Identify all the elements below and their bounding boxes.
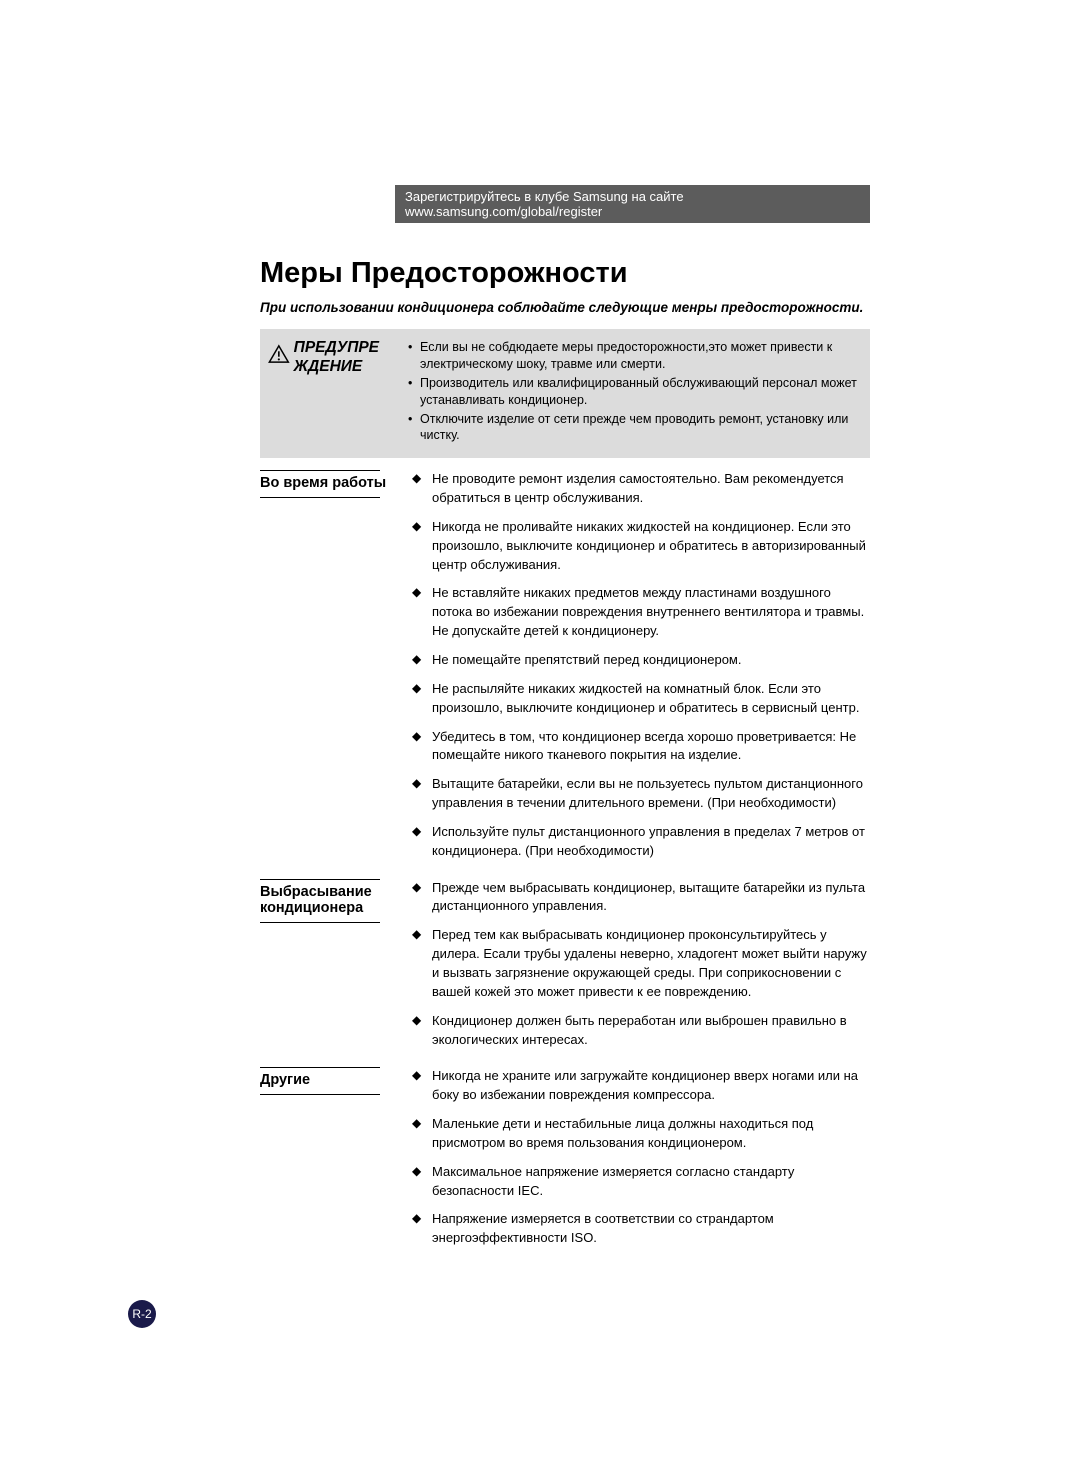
section-other: Другие Никогда не храните или загружайте…	[260, 1067, 870, 1258]
list-item: Убедитесь в том, что кондиционер всегда …	[410, 728, 870, 766]
list-item: Никогда не проливайте никаких жидкостей …	[410, 518, 870, 575]
list-item: Прежде чем выбрасывать кондиционер, выта…	[410, 879, 870, 917]
list-item: Напряжение измеряется в соответствии со …	[410, 1210, 870, 1248]
warning-bullet: Производитель или квалифицированный обсл…	[408, 375, 862, 409]
list-item: Не помещайте препятствий перед кондицион…	[410, 651, 870, 670]
list-item: Не вставляйте никаких предметов между пл…	[410, 584, 870, 641]
warning-bullets: Если вы не собдюдаете меры предосторожно…	[408, 339, 862, 446]
list-item: Максимальное напряжение измеряется согла…	[410, 1163, 870, 1201]
list-item: Маленькие дети и нестабильные лица должн…	[410, 1115, 870, 1153]
warning-label: ПРЕДУПРЕ ЖДЕНИЕ	[294, 339, 408, 376]
section-heading: Выбрасывание кондиционера	[260, 879, 410, 1060]
page-title: Меры Предосторожности	[260, 257, 870, 290]
warning-bullet: Отключите изделие от сети прежде чем про…	[408, 411, 862, 445]
section-heading-text: Выбрасывание кондиционера	[260, 884, 372, 916]
list-item: Перед тем как выбрасывать кондиционер пр…	[410, 926, 870, 1001]
section-operation: Во время работы Не проводите ремонт изде…	[260, 470, 870, 870]
warning-box: ПРЕДУПРЕ ЖДЕНИЕ Если вы не собдюдаете ме…	[260, 329, 870, 458]
list-item: Не распыляйте никаких жидкостей на комна…	[410, 680, 870, 718]
list-item: Используйте пульт дистанционного управле…	[410, 823, 870, 861]
warning-triangle-icon	[268, 341, 290, 367]
section-heading: Во время работы	[260, 470, 410, 870]
section-heading-text: Во время работы	[260, 475, 386, 491]
section-body: Не проводите ремонт изделия самостоятель…	[410, 470, 870, 870]
warning-bullet: Если вы не собдюдаете меры предосторожно…	[408, 339, 862, 373]
section-disposal: Выбрасывание кондиционера Прежде чем выб…	[260, 879, 870, 1060]
list-item: Никогда не храните или загружайте кондиц…	[410, 1067, 870, 1105]
document-page: Зарегистрируйтесь в клубе Samsung на сай…	[260, 185, 870, 1266]
warning-left: ПРЕДУПРЕ ЖДЕНИЕ	[268, 339, 408, 446]
page-subtitle: При использовании кондиционера соблюдайт…	[260, 300, 870, 315]
section-heading: Другие	[260, 1067, 410, 1258]
section-body: Никогда не храните или загружайте кондиц…	[410, 1067, 870, 1258]
register-bar: Зарегистрируйтесь в клубе Samsung на сай…	[395, 185, 870, 223]
page-number-badge: R-2	[128, 1300, 156, 1328]
section-heading-text: Другие	[260, 1072, 310, 1088]
list-item: Не проводите ремонт изделия самостоятель…	[410, 470, 870, 508]
section-body: Прежде чем выбрасывать кондиционер, выта…	[410, 879, 870, 1060]
list-item: Кондиционер должен быть переработан или …	[410, 1012, 870, 1050]
list-item: Вытащите батарейки, если вы не пользуете…	[410, 775, 870, 813]
